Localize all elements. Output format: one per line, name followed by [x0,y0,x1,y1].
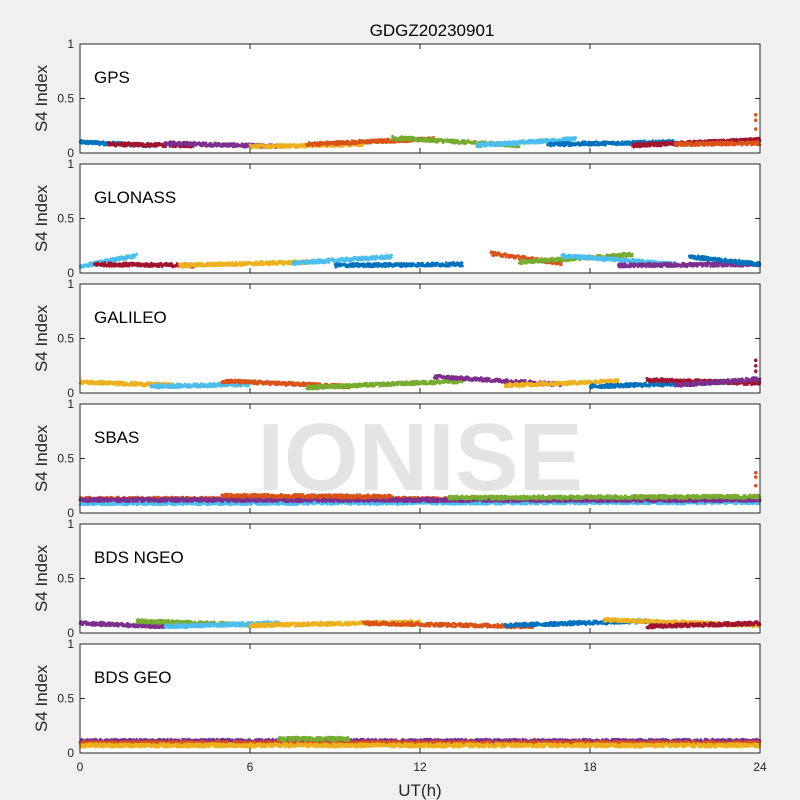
data-point [717,265,720,268]
spike-point [754,113,758,117]
plot-area [80,164,760,273]
spike-point [754,119,758,123]
plot-area [80,44,760,153]
data-point [518,146,521,149]
data-point [746,144,749,147]
data-point [461,265,464,268]
data-point [135,253,138,256]
chart-title: GDGZ20230901 [370,21,495,40]
data-point [205,141,208,144]
y-tick-label: 0.5 [57,92,74,106]
data-point [560,264,563,267]
data-point [631,253,634,256]
spike-point [754,127,758,131]
data-point [375,258,378,261]
data-point [736,265,739,268]
data-point [649,262,652,265]
panel-label: GPS [94,68,130,87]
data-point [390,254,393,257]
y-tick-label: 1 [67,37,74,51]
y-axis-label: S4 Index [32,64,51,132]
data-point [524,259,527,262]
data-point [337,143,340,146]
data-point [390,257,393,260]
data-point [575,136,578,139]
data-point [461,262,464,265]
